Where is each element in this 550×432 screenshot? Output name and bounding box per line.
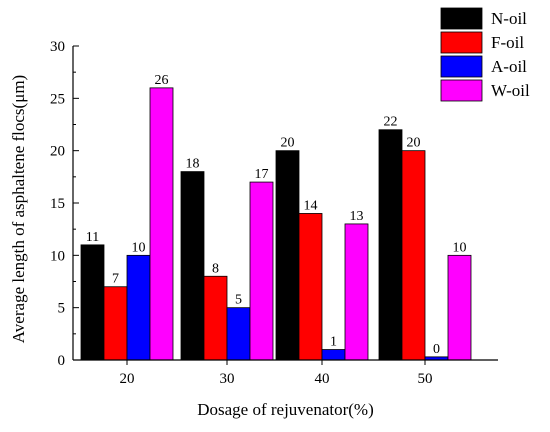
legend-label-w-oil: W-oil (491, 81, 530, 100)
bar-f-oil-20 (103, 286, 128, 361)
bar-n-oil-20 (80, 244, 105, 361)
data-label-a-oil-40: 1 (330, 335, 337, 350)
bar-f-oil-50 (401, 150, 426, 361)
y-tick-label: 20 (50, 144, 65, 160)
data-label-a-oil-50: 0 (433, 342, 440, 357)
data-label-f-oil-20: 7 (112, 272, 119, 287)
y-tick-label: 0 (58, 353, 66, 369)
bar-f-oil-30 (203, 275, 228, 361)
x-tick-label: 50 (418, 371, 433, 387)
legend: N-oil F-oil A-oil W-oil (440, 7, 530, 102)
bar-a-oil-20 (126, 254, 151, 361)
y-tick-label: 10 (50, 248, 65, 264)
y-tick-label: 25 (50, 91, 65, 107)
bar-f-oil-40 (298, 213, 323, 361)
data-label-a-oil-20: 10 (132, 240, 146, 255)
bar-w-oil-30 (249, 181, 274, 361)
x-tick-label: 30 (220, 371, 235, 387)
legend-label-n-oil: N-oil (491, 9, 527, 28)
data-label-f-oil-30: 8 (212, 261, 219, 276)
legend-label-a-oil: A-oil (491, 57, 527, 76)
data-label-n-oil-50: 22 (384, 115, 398, 130)
bars-layer (80, 87, 472, 361)
y-tick-label: 15 (50, 196, 65, 212)
x-axis-title: Dosage of rejuvenator(%) (197, 400, 374, 419)
data-label-n-oil-40: 20 (281, 136, 295, 151)
y-tick-label: 5 (58, 301, 66, 317)
data-label-a-oil-30: 5 (235, 293, 242, 308)
x-ticks-layer: 20 30 40 50 (120, 360, 433, 387)
x-tick-label: 20 (120, 371, 135, 387)
legend-swatch-f-oil (440, 31, 483, 54)
bar-a-oil-40 (321, 349, 346, 361)
bar-w-oil-40 (344, 223, 369, 361)
bar-a-oil-30 (226, 307, 251, 361)
data-label-w-oil-30: 17 (255, 167, 269, 182)
bar-w-oil-50 (447, 254, 472, 361)
bar-n-oil-50 (378, 129, 403, 361)
bar-n-oil-40 (275, 150, 300, 361)
y-tick-label: 30 (50, 39, 65, 55)
data-label-w-oil-20: 26 (155, 73, 169, 88)
data-label-f-oil-40: 14 (304, 198, 318, 213)
x-tick-label: 40 (315, 371, 330, 387)
data-label-f-oil-50: 20 (407, 136, 421, 151)
data-label-n-oil-30: 18 (186, 157, 200, 172)
data-label-w-oil-50: 10 (453, 240, 467, 255)
legend-swatch-w-oil (440, 79, 483, 102)
bar-w-oil-20 (149, 87, 174, 361)
legend-label-f-oil: F-oil (491, 33, 524, 52)
legend-swatch-n-oil (440, 7, 483, 30)
data-label-n-oil-20: 11 (86, 230, 99, 245)
data-label-w-oil-40: 13 (350, 209, 364, 224)
bar-n-oil-30 (180, 171, 205, 361)
data-labels-layer: 11 7 10 26 18 8 5 17 20 14 1 13 22 20 0 10 (86, 73, 467, 357)
y-ticks-layer: 0 5 10 15 20 25 30 (50, 39, 79, 369)
y-axis-title: Average length of asphaltene flocs(μm) (9, 75, 28, 343)
legend-swatch-a-oil (440, 55, 483, 78)
